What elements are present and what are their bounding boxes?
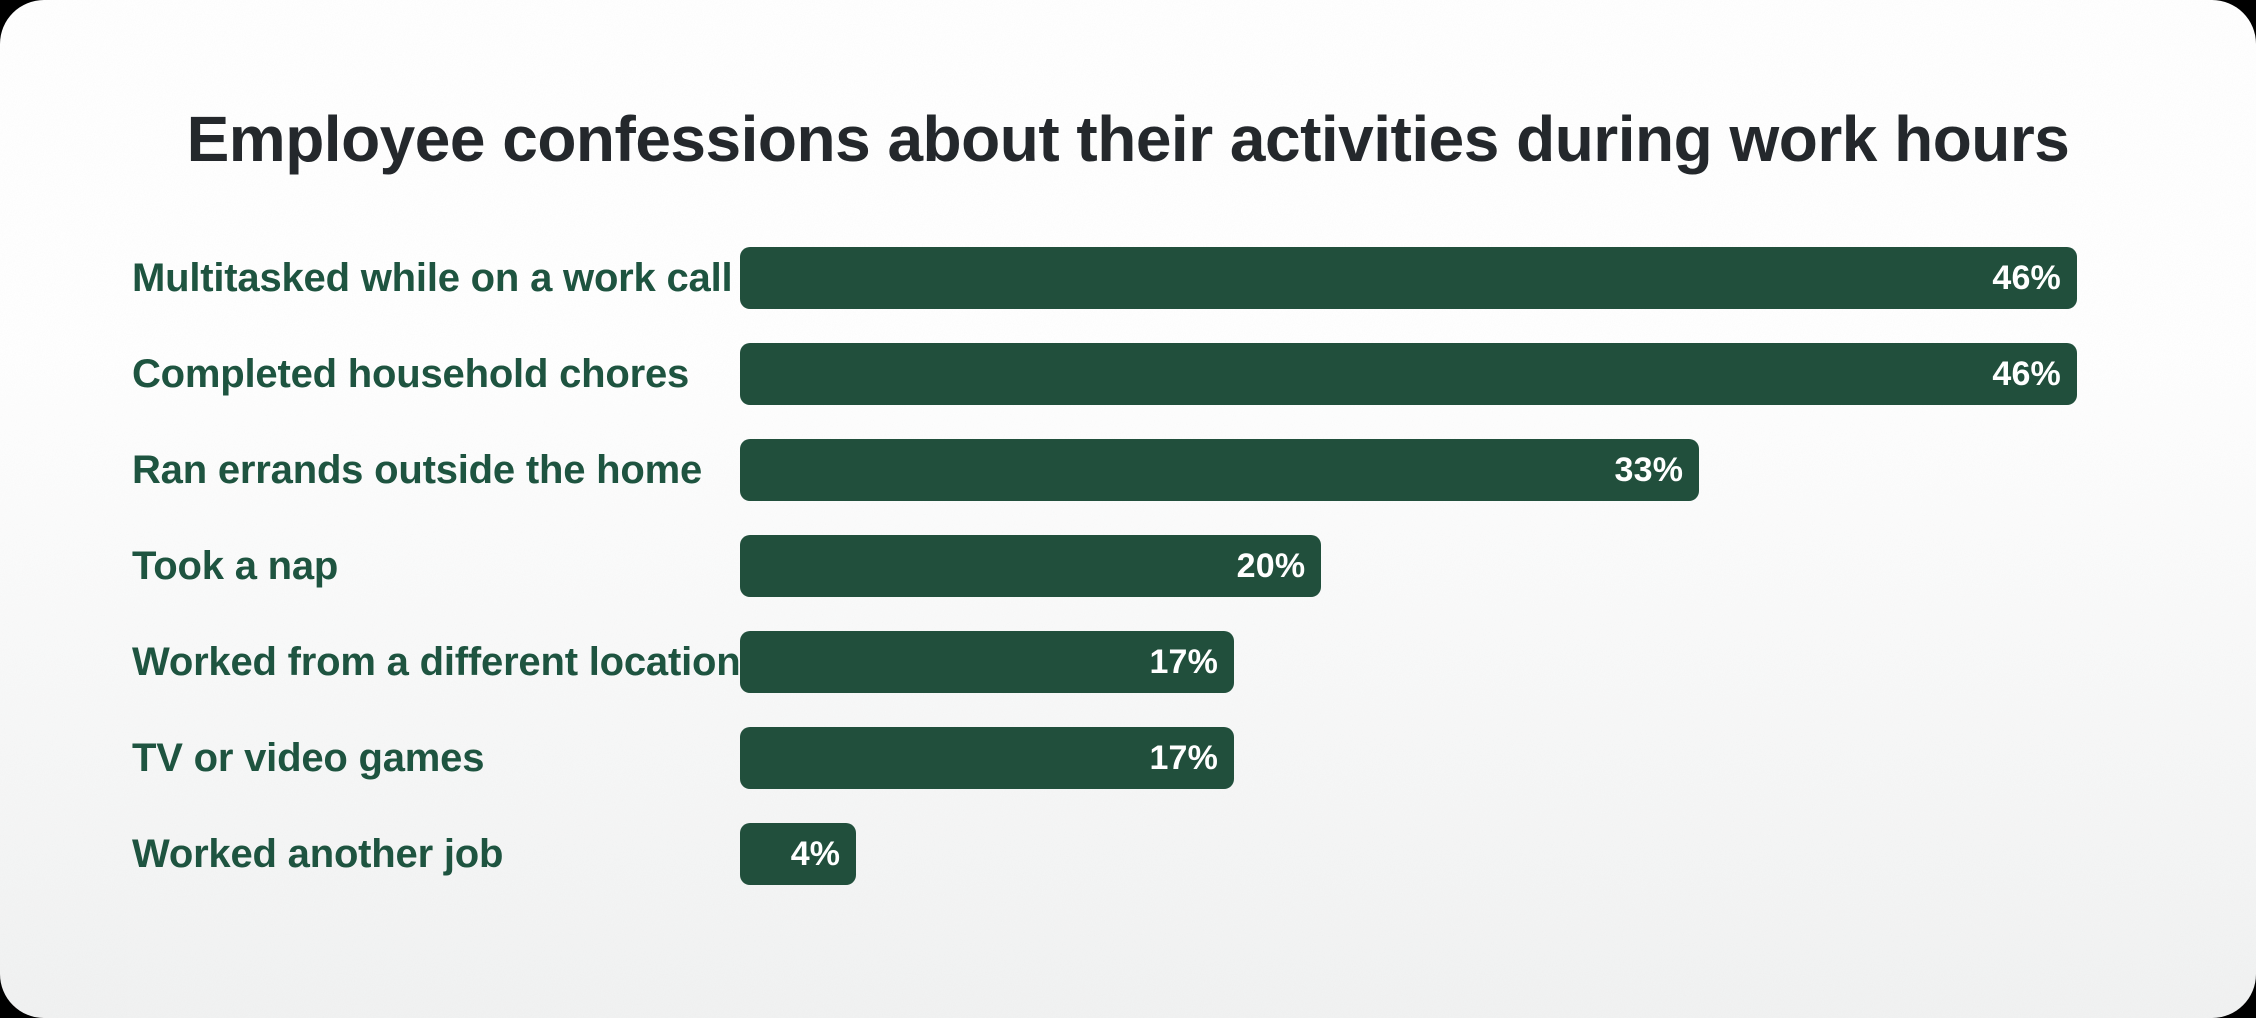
bar-value-label: 17% <box>1149 738 1219 777</box>
bar-track: 46% <box>740 247 2077 309</box>
category-label: Completed household chores <box>132 351 690 396</box>
bar-rows: Multitasked while on a work call 46% Compl… <box>132 230 2077 902</box>
chart-row: Worked from a different location 17% <box>132 614 2077 710</box>
chart-row: TV or video games 17% <box>132 710 2077 806</box>
chart-row: Completed household chores 46% <box>132 326 2077 422</box>
chart-row: Multitasked while on a work call 46% <box>132 230 2077 326</box>
bar: 46% <box>740 247 2077 309</box>
bar-value-label: 20% <box>1236 546 1306 585</box>
chart-row: Took a nap 20% <box>132 518 2077 614</box>
bar: 17% <box>740 727 1235 789</box>
category-label: Worked from a different location <box>132 639 741 684</box>
bar-track: 20% <box>740 535 2077 597</box>
bar: 46% <box>740 343 2077 405</box>
chart-row: Worked another job 4% <box>132 806 2077 902</box>
bar-track: 33% <box>740 439 2077 501</box>
bar-value-label: 17% <box>1149 642 1219 681</box>
bar: 17% <box>740 631 1235 693</box>
category-label: Worked another job <box>132 831 504 876</box>
bar-value-label: 4% <box>790 834 841 873</box>
category-label: Multitasked while on a work call <box>132 255 733 300</box>
chart-row: Ran errands outside the home 33% <box>132 422 2077 518</box>
bar-track: 46% <box>740 343 2077 405</box>
bar-track: 4% <box>740 823 2077 885</box>
bar-value-label: 46% <box>1992 258 2061 297</box>
bar-value-label: 46% <box>1992 354 2061 393</box>
bar-track: 17% <box>740 631 2077 693</box>
bar: 20% <box>740 535 1322 597</box>
category-label: Took a nap <box>132 543 339 588</box>
bar: 33% <box>740 439 1700 501</box>
bar: 4% <box>740 823 857 885</box>
bar-value-label: 33% <box>1614 450 1684 489</box>
chart-title: Employee confessions about their activit… <box>186 103 2070 175</box>
category-label: Ran errands outside the home <box>132 447 703 492</box>
bar-track: 17% <box>740 727 2077 789</box>
category-label: TV or video games <box>132 735 485 780</box>
